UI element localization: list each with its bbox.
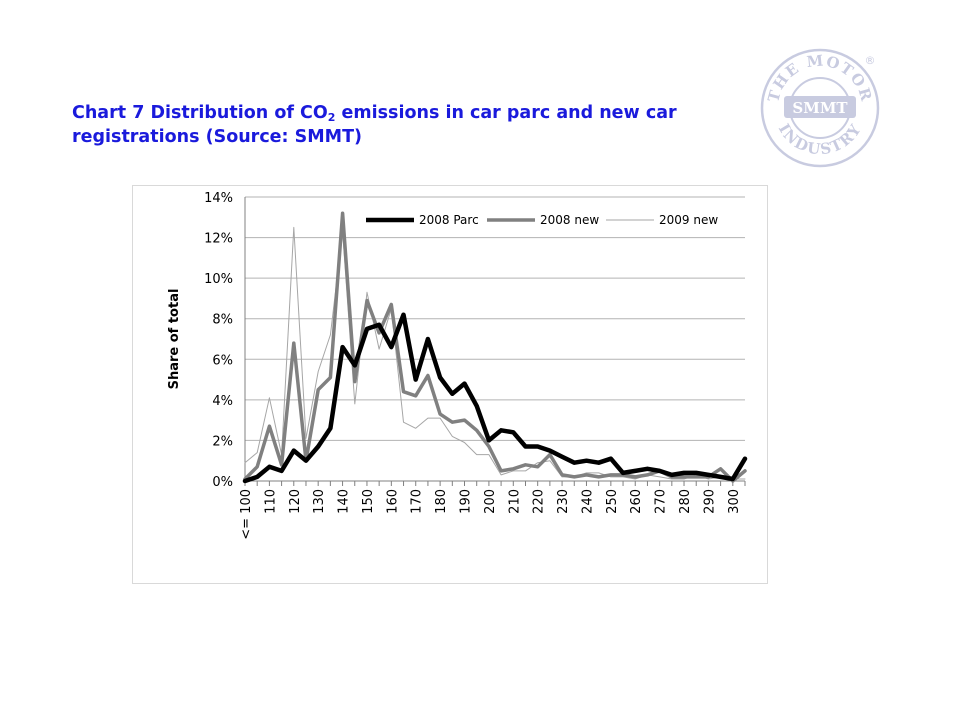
x-tick-label: 300 [727,489,742,514]
y-tick-label: 10% [204,272,233,287]
x-tick-label: 230 [556,489,571,514]
x-tick-label: 210 [507,489,522,514]
chart-title: Chart 7 Distribution of CO2 emissions in… [72,101,762,149]
y-tick-label: 6% [212,353,233,368]
x-tick-label: 130 [312,489,327,514]
legend-label-1: 2008 new [540,213,599,227]
x-tick-label: 110 [263,489,278,514]
x-tick-label: 270 [654,489,669,514]
x-tick-label: 280 [678,489,693,514]
x-tick-label: 220 [532,489,547,514]
title-part-1: Chart 7 Distribution of CO [72,103,328,123]
svg-text:SMMT: SMMT [792,99,848,117]
x-tick-label: 160 [385,489,400,514]
series-line-0 [242,312,748,484]
x-tick-label: 290 [702,489,717,514]
x-tick-label: 170 [410,489,425,514]
x-tick-label: 150 [361,489,376,514]
y-axis-title: Share of total [167,289,182,390]
x-tick-label: 140 [337,489,352,514]
title-subscript: 2 [327,111,336,124]
emissions-line-chart: 0% 2% 4% 6% 8% 10% 12% 14% <= 100 110 120 130 140 150… [167,191,748,540]
x-tick-label: <= 100 [239,489,254,540]
x-tick-label: 180 [434,489,449,514]
y-tick-label: 12% [204,232,233,247]
x-tick-label: 190 [459,489,474,514]
svg-text:INDUSTRY: INDUSTRY [775,120,865,158]
x-tick-label: 120 [288,489,303,514]
y-tick-label: 0% [212,475,233,490]
chart-frame [132,185,768,584]
smmt-seal-logo: THE MOTOR INDUSTRY SMMT ® [760,48,880,168]
legend-label-0: 2008 Parc [419,213,479,227]
x-tick-label: 200 [483,489,498,514]
x-tick-label: 250 [605,489,620,514]
title-part-2: emissions in car parc and new car regist… [72,103,677,147]
y-tick-label: 4% [212,394,233,409]
svg-text:®: ® [865,54,876,67]
x-tick-label: 260 [629,489,644,514]
y-tick-label: 2% [212,434,233,449]
x-tick-label: 240 [580,489,595,514]
y-tick-label: 8% [212,313,233,328]
legend-label-2: 2009 new [659,213,718,227]
series-line-2 [244,226,746,480]
y-tick-label: 14% [204,191,233,206]
